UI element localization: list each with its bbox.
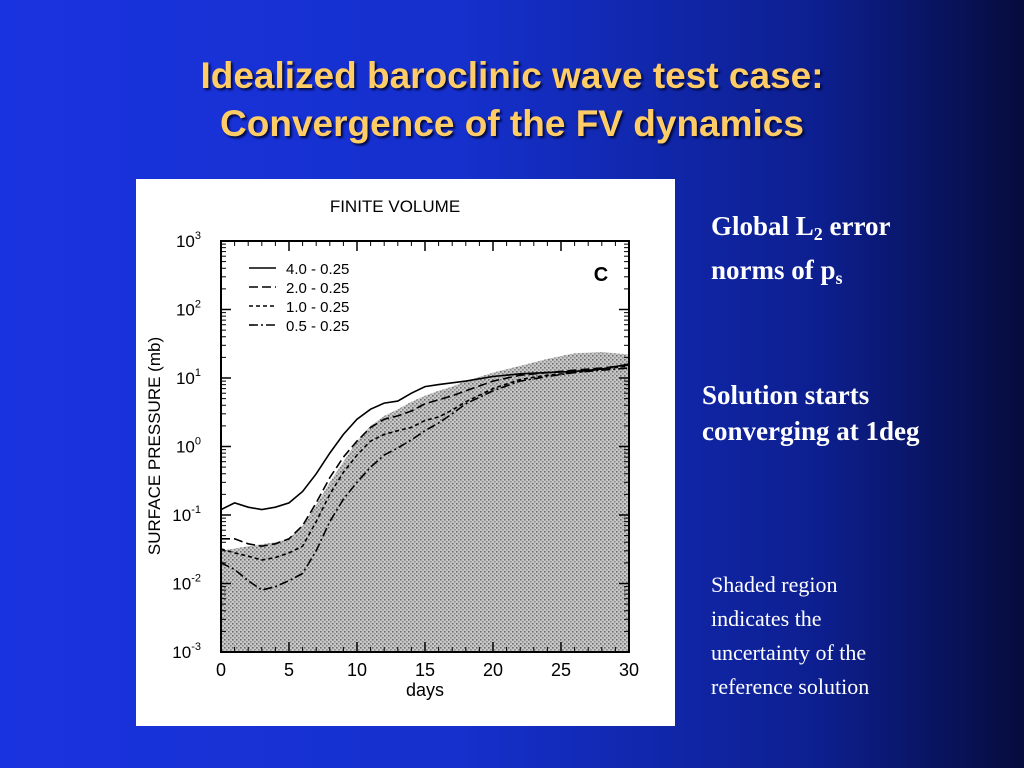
note-shaded-region: Shaded region indicates the uncertainty … bbox=[711, 568, 869, 704]
note-shaded-line-1: Shaded region bbox=[711, 572, 838, 597]
slide-title: Idealized baroclinic wave test case: Con… bbox=[0, 52, 1024, 148]
note-error-norms-mid: error bbox=[822, 211, 891, 241]
y-tick-label: 10-1 bbox=[172, 504, 201, 525]
surface-pressure-chart: 0 5 10 15 20 25 30 10-3 10-2 10-1 100 101 102 103 4.0… bbox=[145, 197, 639, 700]
x-tick-label: 30 bbox=[619, 660, 639, 680]
note-shaded-line-4: reference solution bbox=[711, 674, 870, 699]
note-error-norms-sub: 2 bbox=[813, 224, 823, 244]
note-shaded-line-2: indicates the bbox=[711, 606, 822, 631]
note-shaded-line-3: uncertainty of the bbox=[711, 640, 867, 665]
note-error-norms-line2-sub: s bbox=[835, 268, 843, 288]
note-converging: Solution starts converging at 1deg bbox=[702, 377, 919, 449]
legend-entry-label: 1.0 - 0.25 bbox=[286, 299, 349, 316]
slide-title-line-1: Idealized baroclinic wave test case: bbox=[200, 55, 824, 96]
note-error-norms-line2: norms of p bbox=[711, 255, 836, 285]
y-tick-label: 100 bbox=[176, 436, 201, 457]
chart-panel: 0 5 10 15 20 25 30 10-3 10-2 10-1 100 101 102 103 4.0… bbox=[136, 179, 675, 726]
note-error-norms: Global L2 error norms of ps bbox=[711, 208, 890, 296]
y-tick-label: 102 bbox=[176, 299, 201, 320]
legend-entry-label: 2.0 - 0.25 bbox=[286, 280, 349, 297]
x-tick-label: 0 bbox=[216, 660, 226, 680]
series-line-1 bbox=[220, 363, 630, 511]
x-tick-label: 20 bbox=[483, 660, 503, 680]
series-line-4 bbox=[220, 367, 630, 591]
uncertainty-band bbox=[221, 352, 629, 652]
note-converging-line-1: Solution starts bbox=[702, 380, 870, 410]
chart-title: FINITE VOLUME bbox=[330, 197, 460, 216]
y-tick-label: 101 bbox=[176, 367, 201, 388]
x-tick-label: 5 bbox=[284, 660, 294, 680]
series-line-2 bbox=[221, 364, 630, 548]
note-converging-line-2: converging at 1deg bbox=[702, 416, 920, 446]
x-tick-label: 25 bbox=[551, 660, 571, 680]
slide-title-line-2: Convergence of the FV dynamics bbox=[220, 103, 804, 144]
panel-label: C bbox=[594, 264, 608, 286]
y-axis-label: SURFACE PRESSURE (mb) bbox=[145, 337, 164, 555]
note-error-norms-prefix: Global L bbox=[711, 211, 814, 241]
legend-entry-label: 0.5 - 0.25 bbox=[286, 318, 349, 335]
x-axis-label: days bbox=[406, 680, 444, 700]
x-tick-label: 10 bbox=[347, 660, 367, 680]
series-line-3 bbox=[220, 365, 630, 561]
y-tick-label: 103 bbox=[176, 230, 201, 251]
y-tick-label: 10-2 bbox=[172, 573, 201, 594]
y-tick-label: 10-3 bbox=[172, 641, 201, 662]
x-tick-label: 15 bbox=[415, 660, 435, 680]
legend-entry-label: 4.0 - 0.25 bbox=[286, 261, 349, 278]
